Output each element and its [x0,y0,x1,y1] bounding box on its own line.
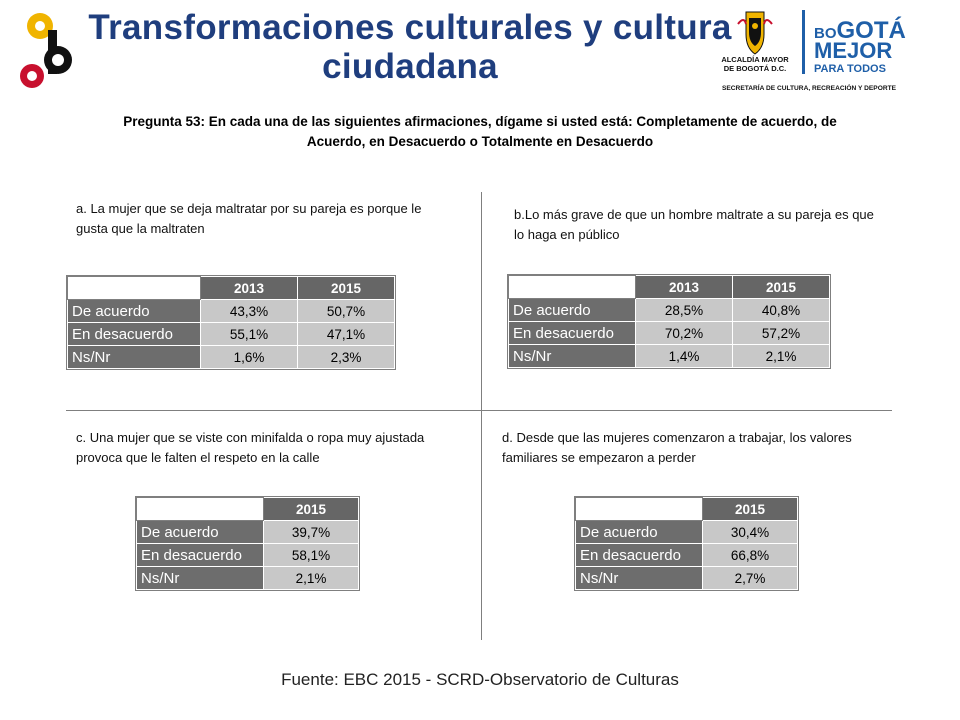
cell-value: 1,6% [200,345,298,369]
cell-value: 66,8% [702,543,798,567]
title-line-2: ciudadana [322,47,498,86]
brand-gota: GOTÁ [837,16,906,44]
header-2015: 2015 [263,497,359,521]
horizontal-divider [66,410,892,411]
statement-d: d. Desde que las mujeres comenzaron a tr… [502,430,852,465]
row-label: De acuerdo [67,299,201,323]
coat-of-arms-icon [737,11,773,55]
row-label: Ns/Nr [136,566,264,590]
table-row: De acuerdo 43,3% 50,7% [67,299,395,323]
table-row: En desacuerdo 70,2% 57,2% [508,321,830,345]
table-row: En desacuerdo 66,8% [575,543,798,567]
table-row: En desacuerdo 55,1% 47,1% [67,322,395,346]
cell-value: 55,1% [200,322,298,346]
brand-para-todos: PARA TODOS [814,63,886,75]
table-row: Ns/Nr 2,1% [136,566,359,590]
cell-value: 70,2% [635,321,733,345]
cell-value: 57,2% [732,321,830,345]
cell-value: 2,1% [732,344,830,368]
cell-value: 40,8% [732,298,830,322]
row-label: De acuerdo [575,520,703,544]
secretaria-text: SECRETARÍA DE CULTURA, RECREACIÓN Y DEPO… [722,83,897,92]
city-name-line1: ALCALDÍA MAYOR [721,55,789,64]
table-a: 2013 2015 De acuerdo 43,3% 50,7% En desa… [66,275,396,370]
city-name-line2: DE BOGOTÁ D.C. [724,64,787,73]
cell-value: 30,4% [702,520,798,544]
row-label: Ns/Nr [575,566,703,590]
bogota-government-logo: ALCALDÍA MAYOR DE BOGOTÁ D.C. BOGOTÁ MEJ… [721,10,906,92]
cell-value: 2,1% [263,566,359,590]
table-row: De acuerdo 30,4% [575,520,798,544]
header-2015: 2015 [702,497,798,521]
table-header-row: 2015 [136,497,359,521]
row-label: De acuerdo [508,298,636,322]
source-footnote: Fuente: EBC 2015 - SCRD-Observatorio de … [281,670,679,689]
table-row: Ns/Nr 1,4% 2,1% [508,344,830,368]
table-header-row: 2013 2015 [508,275,830,299]
row-label: En desacuerdo [67,322,201,346]
header-2015: 2015 [732,275,830,299]
table-row: Ns/Nr 1,6% 2,3% [67,345,395,369]
page-title: Transformaciones culturales y cultura ci… [80,8,740,86]
statement-a: a. La mujer que se deja maltratar por su… [76,201,422,236]
row-label: De acuerdo [136,520,264,544]
cell-value: 47,1% [297,322,395,346]
brand-bo: BO [814,25,837,42]
row-label: Ns/Nr [508,344,636,368]
header-2013: 2013 [635,275,733,299]
table-c: 2015 De acuerdo 39,7% En desacuerdo 58,1… [135,496,360,591]
row-label: En desacuerdo [136,543,264,567]
table-row: De acuerdo 39,7% [136,520,359,544]
cell-value: 28,5% [635,298,733,322]
table-header-row: 2015 [575,497,798,521]
row-label: Ns/Nr [67,345,201,369]
survey-question: Pregunta 53: En cada una de las siguient… [123,114,837,149]
header-2013: 2013 [200,276,298,300]
statement-b: b.Lo más grave de que un hombre maltrate… [514,207,874,242]
statement-c: c. Una mujer que se viste con minifalda … [76,430,425,465]
table-d: 2015 De acuerdo 30,4% En desacuerdo 66,8… [574,496,799,591]
table-b: 2013 2015 De acuerdo 28,5% 40,8% En desa… [507,274,831,369]
table-header-row: 2013 2015 [67,276,395,300]
observatorio-logo [20,13,72,88]
svg-text:BOGOTÁ: BOGOTÁ [814,16,906,44]
row-label: En desacuerdo [575,543,703,567]
cell-value: 2,3% [297,345,395,369]
vertical-divider [481,192,482,640]
brand-mejor: MEJOR [814,38,892,63]
title-line-1: Transformaciones culturales y cultura [88,8,732,47]
cell-value: 2,7% [702,566,798,590]
table-row: En desacuerdo 58,1% [136,543,359,567]
row-label: En desacuerdo [508,321,636,345]
cell-value: 43,3% [200,299,298,323]
table-row: De acuerdo 28,5% 40,8% [508,298,830,322]
cell-value: 1,4% [635,344,733,368]
cell-value: 50,7% [297,299,395,323]
cell-value: 58,1% [263,543,359,567]
header-2015: 2015 [297,276,395,300]
cell-value: 39,7% [263,520,359,544]
table-row: Ns/Nr 2,7% [575,566,798,590]
